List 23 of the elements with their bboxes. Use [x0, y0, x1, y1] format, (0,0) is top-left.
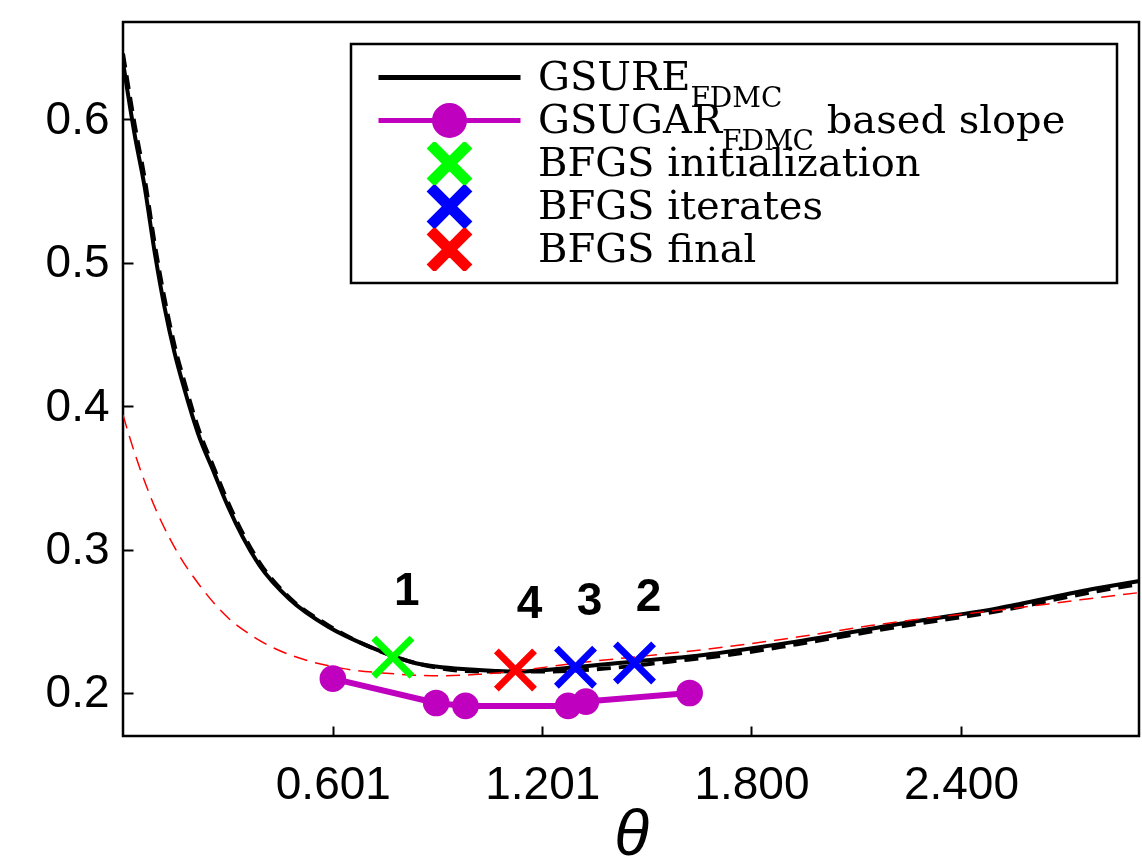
point	[319, 665, 347, 692]
annotation: 3	[576, 573, 603, 626]
x-tick-label: 1.201	[485, 756, 601, 809]
point	[371, 635, 415, 679]
y-tick-label: 0.6	[45, 91, 110, 144]
annotation: 1	[394, 563, 420, 616]
annotation: 4	[516, 576, 543, 629]
y-tick-label: 0.3	[45, 522, 110, 575]
point	[612, 641, 656, 685]
point	[553, 645, 597, 689]
x-axis-title: θ	[614, 796, 650, 862]
x-tick-label: 2.400	[903, 756, 1019, 809]
point	[452, 692, 479, 720]
point	[493, 648, 537, 692]
point	[572, 688, 600, 715]
y-tick-label: 0.5	[45, 235, 110, 288]
point	[676, 679, 703, 707]
annotation: 2	[635, 568, 662, 621]
x-tick-label: 1.800	[694, 756, 810, 809]
y-tick-label: 0.2	[45, 665, 110, 718]
x-tick-label: 0.601	[275, 756, 391, 809]
y-tick-label: 0.4	[45, 378, 110, 431]
point	[422, 689, 450, 717]
